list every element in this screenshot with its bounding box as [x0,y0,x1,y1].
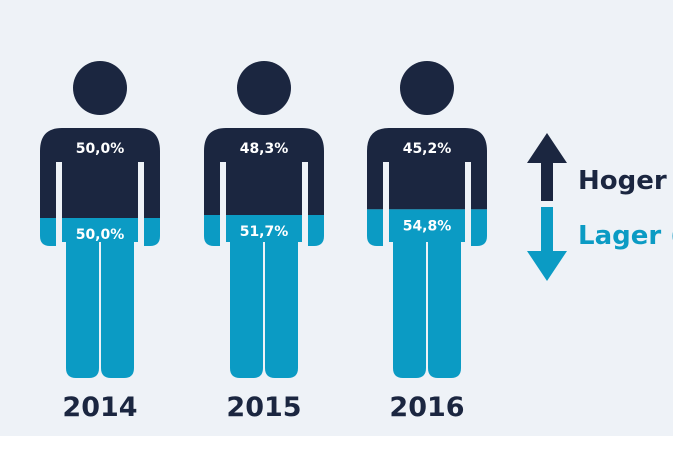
figure-upper-2014 [40,128,160,218]
figure-lower-2015 [204,214,324,378]
value-label-upper-2016: 45,2% [403,141,452,157]
value-label-lower-2014: 50,0% [76,227,125,243]
figure-lower-2016 [367,209,487,378]
figure-upper-2016 [367,128,487,210]
figure-head-2016 [400,61,454,115]
value-label-upper-2014: 50,0% [76,141,125,157]
value-label-lower-2016: 54,8% [403,218,452,234]
value-label-upper-2015: 48,3% [240,141,289,157]
year-label-2015: 2015 [226,392,302,423]
figure-upper-2015 [204,128,324,215]
figure-lower-2014 [40,218,160,378]
legend-lower-label: Lager ( [578,221,673,251]
figure-2014: 50,0% 50,0% [40,61,160,378]
figure-2015: 48,3% 51,7% [204,61,324,378]
legend-upper-label: Hoger [578,166,667,196]
arrow-down-icon [527,207,567,281]
arrow-up-icon [527,133,567,201]
figure-2016: 45,2% 54,8% [367,61,487,378]
chart-panel: 50,0% 50,0% 48,3% 51,7% 45,2% 54,8% 2014 2015… [0,0,673,436]
figure-head-2014 [73,61,127,115]
value-label-lower-2015: 51,7% [240,224,289,240]
figure-head-2015 [237,61,291,115]
pictograph-chart: 50,0% 50,0% 48,3% 51,7% 45,2% 54,8% [40,61,567,378]
year-label-2016: 2016 [389,392,465,423]
year-label-2014: 2014 [62,392,138,423]
